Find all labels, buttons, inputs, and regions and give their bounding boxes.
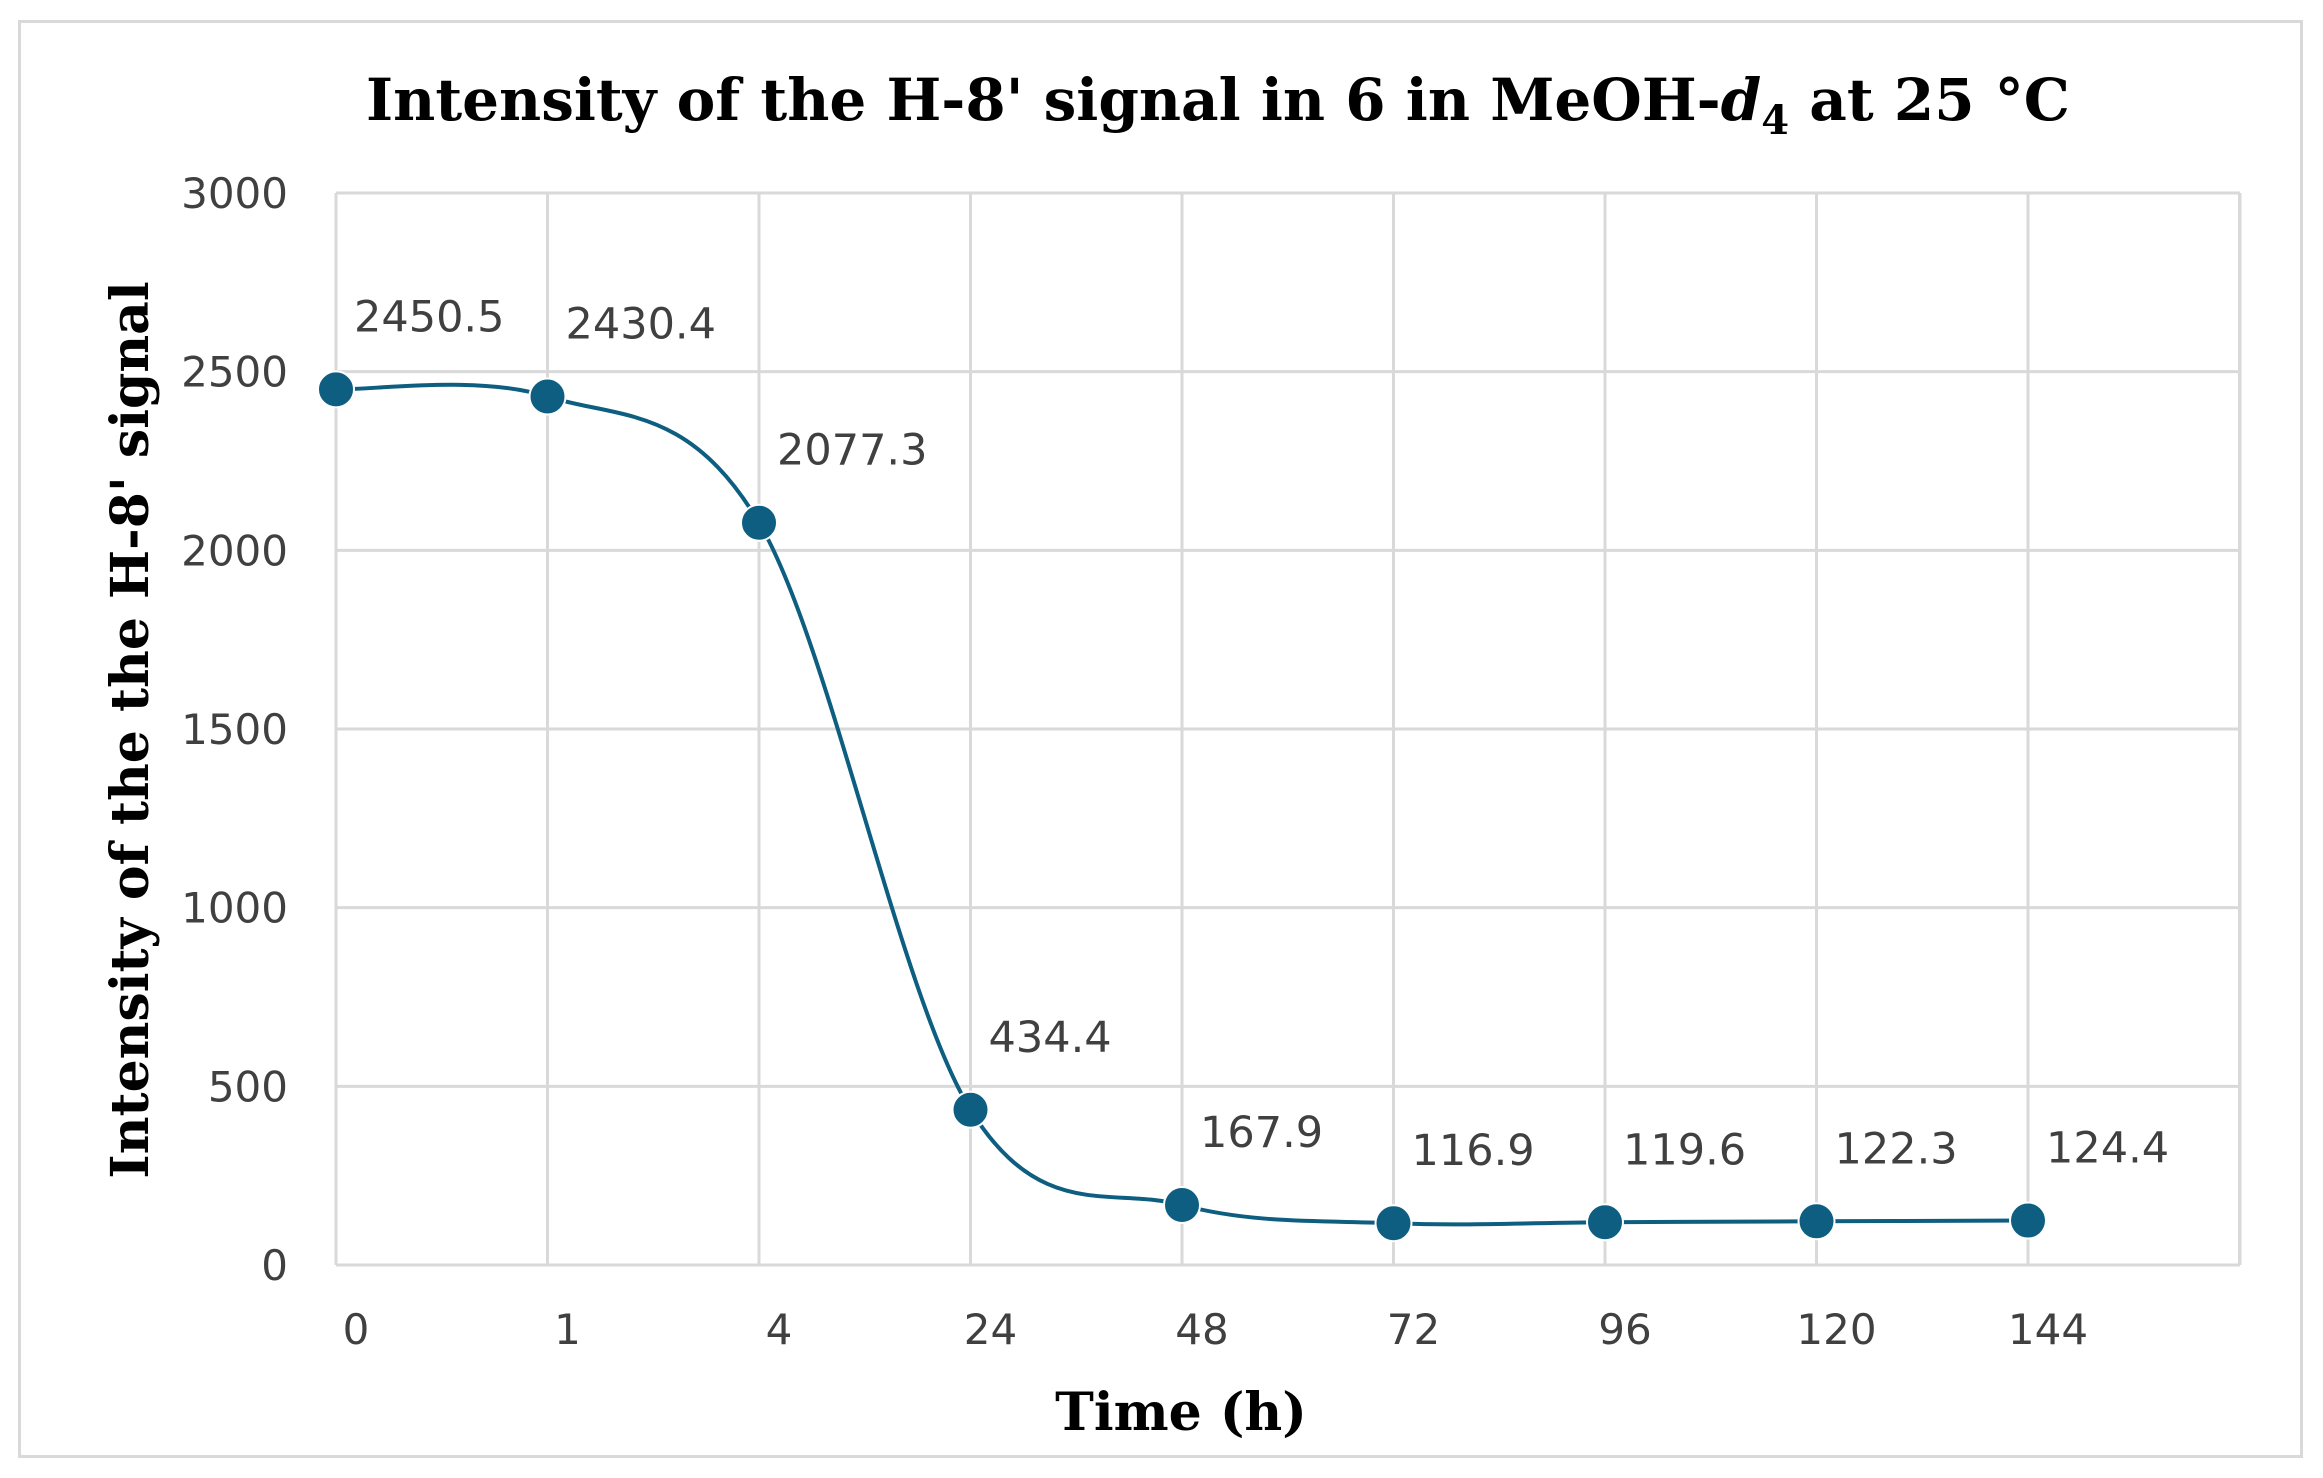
- x-tick-label: 4: [766, 1305, 793, 1354]
- y-tick-label: 2500: [181, 348, 288, 397]
- data-point: [1797, 1202, 1836, 1241]
- y-tick-label: 2000: [181, 526, 288, 575]
- y-tick-label: 500: [208, 1062, 288, 1111]
- gridlines: [334, 191, 2242, 1267]
- y-tick-label: 1000: [181, 884, 288, 933]
- y-axis-ticks: 0 500 1000 1500 2000 2500 3000: [181, 169, 288, 1290]
- x-tick-label: 48: [1175, 1305, 1228, 1354]
- data-point: [1163, 1186, 1201, 1225]
- data-label: 2430.4: [566, 300, 716, 350]
- data-point: [951, 1090, 990, 1129]
- data-label: 434.4: [989, 1013, 1112, 1063]
- data-label: 119.6: [1623, 1125, 1746, 1175]
- x-tick-label: 144: [2008, 1305, 2088, 1354]
- data-point: [1586, 1203, 1624, 1242]
- data-point: [740, 503, 778, 542]
- data-point: [317, 370, 355, 409]
- x-tick-label: 24: [964, 1305, 1017, 1354]
- x-tick-label: 1: [554, 1305, 581, 1354]
- data-point: [1374, 1204, 1413, 1243]
- series-line: [335, 382, 2029, 1227]
- data-point: [2009, 1201, 2047, 1240]
- data-label: 2450.5: [354, 292, 504, 342]
- x-tick-label: 120: [1796, 1305, 1876, 1354]
- x-tick-label: 72: [1387, 1305, 1440, 1354]
- y-tick-label: 0: [261, 1241, 288, 1290]
- data-label: 2077.3: [777, 426, 927, 476]
- y-tick-label: 3000: [181, 169, 288, 218]
- data-label: 124.4: [2046, 1124, 2169, 1174]
- data-label: 116.9: [1412, 1126, 1535, 1176]
- data-point: [528, 377, 567, 416]
- y-axis-title: Intensity of the the H-8' signal: [100, 281, 161, 1178]
- chart-title: Intensity of the H-8' signal in 6 in MeO…: [366, 66, 2070, 144]
- x-tick-label: 96: [1598, 1305, 1651, 1354]
- data-label: 122.3: [1835, 1124, 1958, 1174]
- x-axis-ticks: 0 1 4 24 48 72 96 120 144: [343, 1305, 2088, 1354]
- x-axis-title: Time (h): [1055, 1382, 1307, 1443]
- data-labels: 2450.5 2430.4 2077.3 434.4 167.9 116.9 119.6 12…: [354, 292, 2169, 1176]
- data-label: 167.9: [1200, 1108, 1323, 1158]
- data-points: [317, 370, 2047, 1243]
- chart-frame: [18, 20, 2303, 1458]
- x-tick-label: 0: [343, 1305, 370, 1354]
- y-tick-label: 1500: [181, 705, 288, 754]
